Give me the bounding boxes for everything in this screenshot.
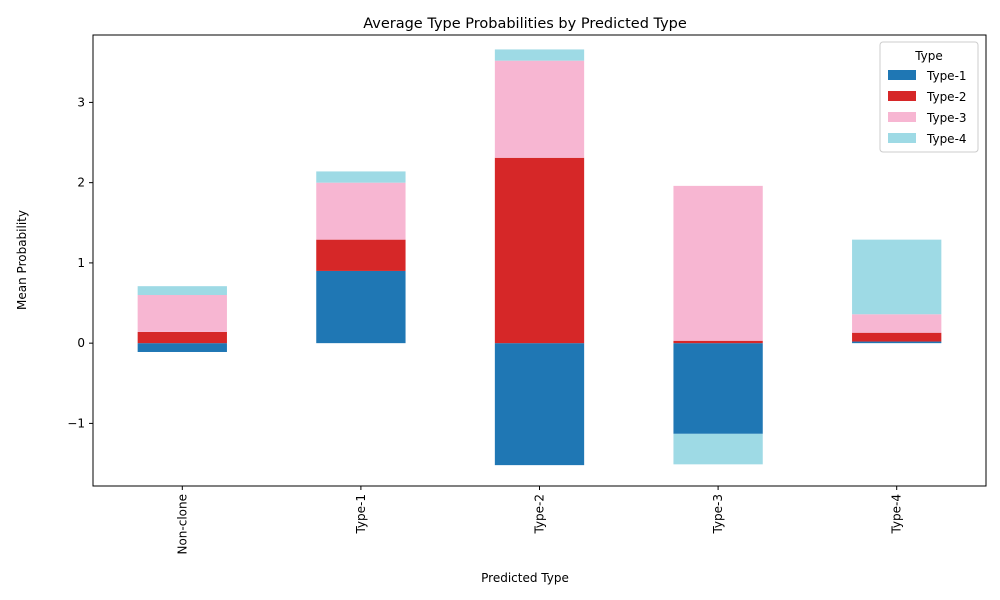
y-tick-label: 3	[77, 95, 85, 109]
bars-layer	[137, 49, 942, 466]
legend-label-type-1: Type-1	[926, 69, 967, 83]
bar-type-2-non-clone	[137, 331, 227, 344]
bar-type-3-non-clone	[137, 295, 227, 332]
bar-type-1-type-3	[673, 343, 763, 434]
bar-type-1-non-clone	[137, 343, 227, 352]
y-axis-title: Mean Probability	[15, 210, 29, 310]
bar-type-2-type-3	[673, 340, 763, 344]
bar-type-2-type-4	[852, 332, 942, 342]
x-tick-label: Type-1	[354, 494, 368, 535]
bar-type-1-type-2	[494, 343, 585, 466]
bar-type-3-type-2	[494, 60, 585, 158]
bar-type-1-type-1	[316, 270, 406, 344]
legend: Type Type-1 Type-2 Type-3 Type-4	[879, 41, 979, 153]
legend-frame	[879, 41, 979, 153]
legend-swatch-type-3	[888, 112, 916, 122]
bar-type-4-type-3	[673, 433, 763, 465]
x-tick-label: Type-2	[533, 494, 547, 535]
bar-type-1-type-4	[852, 341, 942, 344]
y-axis: −1 0 1 2 3	[67, 95, 93, 430]
y-tick-label: 1	[77, 256, 85, 270]
legend-swatch-type-2	[888, 91, 916, 101]
legend-swatch-type-4	[888, 133, 916, 143]
bar-type-4-type-4	[852, 239, 942, 315]
y-tick-label: 0	[77, 336, 85, 350]
legend-label-type-3: Type-3	[926, 111, 967, 125]
legend-swatch-type-1	[888, 70, 916, 80]
bar-type-4-non-clone	[137, 286, 227, 296]
bar-type-3-type-3	[673, 185, 763, 341]
x-tick-label: Type-4	[890, 494, 904, 535]
bar-type-4-type-2	[494, 49, 585, 61]
legend-label-type-2: Type-2	[926, 90, 967, 104]
bar-type-2-type-2	[494, 157, 585, 344]
chart-title: Average Type Probabilities by Predicted …	[363, 16, 687, 32]
legend-title: Type	[914, 49, 943, 63]
x-tick-label: Type-3	[711, 494, 725, 535]
bar-type-3-type-1	[316, 182, 406, 240]
legend-label-type-4: Type-4	[926, 132, 967, 146]
y-tick-label: 2	[77, 176, 85, 190]
bar-type-4-type-1	[316, 171, 406, 183]
bar-type-2-type-1	[316, 239, 406, 271]
y-tick-label: −1	[67, 416, 85, 430]
x-axis-title: Predicted Type	[481, 571, 569, 585]
bar-type-3-type-4	[852, 314, 942, 333]
x-tick-label: Non-clone	[175, 494, 189, 555]
x-axis: Non-clone Type-1 Type-2 Type-3 Type-4	[175, 486, 904, 555]
